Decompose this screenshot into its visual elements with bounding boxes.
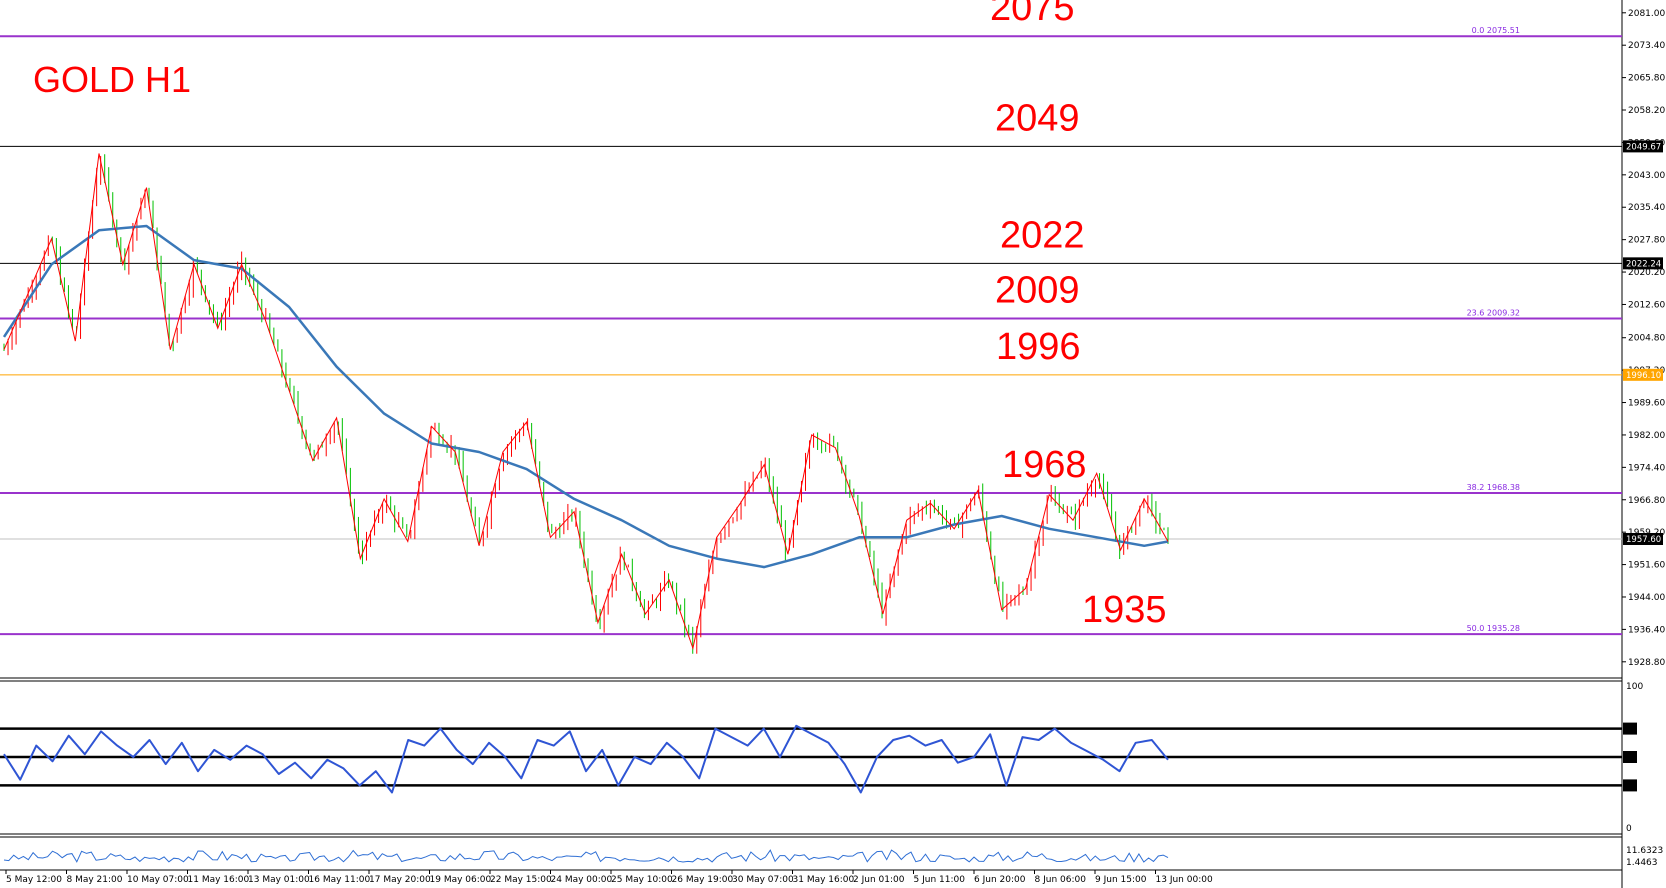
zigzag-line	[3, 153, 1169, 651]
time-tick-label: 17 May 20:00	[369, 875, 431, 885]
rsi-layer: 100 70 50 30 0	[0, 682, 1643, 834]
rsi-line	[3, 724, 1169, 794]
price-tag-label: 1996.10	[1626, 371, 1661, 381]
time-tick-label: 19 May 06:00	[430, 875, 492, 885]
level-big-label: 2075	[990, 0, 1075, 29]
price-tick-label: 2027.80	[1628, 236, 1665, 246]
price-axis-ticks: 2081.002073.402065.802058.202050.602043.…	[1622, 9, 1665, 668]
price-tick-label: 2081.00	[1628, 9, 1665, 19]
time-tick-label: 13 May 01:00	[248, 875, 310, 885]
price-tick-label: 2004.80	[1628, 334, 1665, 344]
current-price-tag: 1957.60	[1626, 535, 1661, 545]
level-big-label: 1935	[1082, 589, 1167, 631]
lower-indicator-line	[3, 849, 1169, 863]
chart-title: GOLD H1	[33, 59, 191, 100]
level-big-label: 2022	[1000, 214, 1085, 256]
price-tag-background	[1623, 368, 1663, 381]
time-tick-label: 22 May 15:00	[490, 875, 552, 885]
price-tick-label: 2043.00	[1628, 171, 1665, 181]
time-tick-label: 9 Jun 15:00	[1095, 875, 1147, 885]
time-tick-label: 11 May 16:00	[188, 875, 250, 885]
price-tick-label: 1951.60	[1628, 561, 1665, 571]
price-tag-label: 2022.24	[1626, 259, 1661, 269]
price-tick-label: 1928.80	[1628, 658, 1665, 668]
time-tick-label: 2 Jun 01:00	[853, 875, 905, 885]
level-labels-layer: 0.0 2075.51 2075 2049 2022 23.6 2009.32 2009 1…	[990, 0, 1520, 633]
time-tick-label: 26 May 19:00	[672, 875, 734, 885]
rsi-level-tag-background	[1623, 722, 1637, 735]
level-big-label: 2049	[995, 97, 1080, 139]
price-tag-label: 2049.67	[1626, 142, 1661, 152]
price-tick-label: 1944.00	[1628, 593, 1665, 603]
rsi-level-tag-background	[1623, 779, 1637, 792]
zigzag-layer	[3, 153, 1169, 651]
lower-indicator-tick-label: 11.6323	[1626, 846, 1663, 856]
time-tick-label: 16 May 11:00	[309, 875, 371, 885]
time-tick-label: 8 Jun 06:00	[1035, 875, 1087, 885]
time-tick-label: 31 May 16:00	[793, 875, 855, 885]
price-tick-label: 1974.40	[1628, 463, 1665, 473]
level-big-label: 2009	[995, 269, 1080, 311]
rsi-tick-label: 50	[1626, 753, 1638, 763]
moving-average-line	[2, 224, 1169, 569]
time-tick-label: 13 Jun 00:00	[1156, 875, 1213, 885]
moving-average-layer	[2, 224, 1169, 569]
fib-level-label: 23.6 2009.32	[1467, 308, 1520, 317]
level-big-label: 1996	[996, 326, 1081, 368]
fib-level-label: 38.2 1968.38	[1467, 483, 1520, 492]
price-tick-label: 2035.40	[1628, 203, 1665, 213]
price-tags-layer: 2049.67 2022.24 1996.10 1957.60	[1623, 140, 1663, 545]
fib-level-label: 0.0 2075.51	[1472, 26, 1520, 35]
rsi-tick-label: 100	[1626, 682, 1643, 692]
time-tick-label: 8 May 21:00	[67, 875, 123, 885]
lower-indicator-layer: 11.6323 1.4463	[3, 846, 1663, 868]
current-price-tag-background	[1623, 532, 1663, 545]
price-tag-background	[1623, 257, 1663, 270]
rsi-tick-label: 0	[1626, 824, 1632, 834]
price-tick-label: 2020.20	[1628, 268, 1665, 278]
time-tick-label: 10 May 07:00	[127, 875, 189, 885]
price-tick-label: 1936.40	[1628, 625, 1665, 635]
time-tick-label: 6 Jun 20:00	[974, 875, 1026, 885]
rsi-level-tag-background	[1623, 751, 1637, 763]
time-tick-label: 25 May 10:00	[611, 875, 673, 885]
level-big-label: 1968	[1002, 444, 1087, 486]
levels-layer	[0, 35, 1622, 636]
lower-indicator-tick-label: 1.4463	[1626, 858, 1658, 868]
time-tick-label: 24 May 00:00	[551, 875, 613, 885]
price-tick-label: 2012.60	[1628, 300, 1665, 310]
price-tick-label: 2065.80	[1628, 74, 1665, 84]
price-tick-label: 2058.20	[1628, 106, 1665, 116]
price-tick-label: 1966.80	[1628, 496, 1665, 506]
time-tick-label: 5 May 12:00	[6, 875, 62, 885]
price-tick-label: 1982.00	[1628, 431, 1665, 441]
time-tick-label: 30 May 07:00	[732, 875, 794, 885]
rsi-tick-label: 70	[1626, 725, 1638, 735]
price-tick-label: 1989.60	[1628, 399, 1665, 409]
time-tick-label: 5 Jun 11:00	[914, 875, 966, 885]
rsi-tick-label: 30	[1626, 781, 1638, 791]
price-tag-background	[1623, 140, 1663, 153]
price-tick-label: 2073.40	[1628, 41, 1665, 51]
fib-level-label: 50.0 1935.28	[1467, 624, 1520, 633]
